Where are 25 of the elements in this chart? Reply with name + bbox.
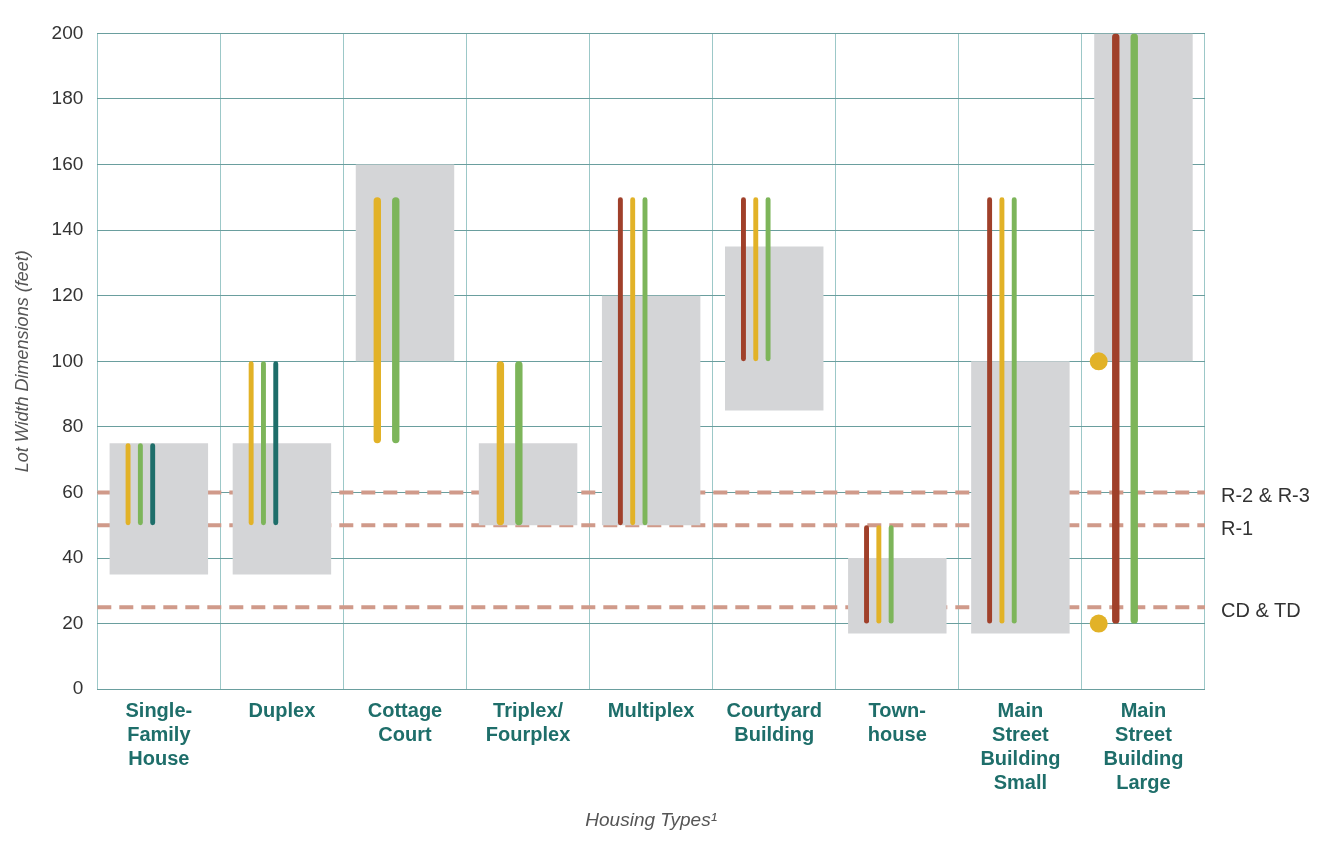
x-tick-label: Cottage Court bbox=[367, 698, 443, 745]
y-tick-label: 40 bbox=[62, 546, 84, 568]
y-tick-label: 160 bbox=[51, 152, 84, 174]
x-tick-label: Courtyard Building bbox=[726, 698, 823, 745]
y-tick-label: 100 bbox=[51, 349, 84, 371]
x-tick-label: Town- house bbox=[867, 698, 927, 745]
y-tick-label: 60 bbox=[62, 480, 84, 502]
y-tick-label: 140 bbox=[51, 218, 84, 240]
y-tick-label: 180 bbox=[51, 87, 84, 109]
ref-line-label: R-1 bbox=[1221, 516, 1254, 539]
y-tick-label: 80 bbox=[62, 415, 84, 437]
x-tick-label: Main Street Building Large bbox=[1103, 698, 1184, 793]
x-tick-label: Duplex bbox=[248, 698, 316, 721]
y-tick-label: 0 bbox=[72, 677, 84, 699]
y-tick-label: 200 bbox=[51, 21, 84, 43]
x-tick-label: Single- Family House bbox=[125, 698, 193, 769]
x-axis-title: Housing Types¹ bbox=[585, 808, 717, 830]
ref-line-label: R-2 & R-3 bbox=[1221, 483, 1310, 506]
x-tick-label: Triplex/ Fourplex bbox=[485, 698, 571, 745]
y-axis-title: Lot Width Dimensions (feet) bbox=[11, 250, 32, 473]
x-tick-label: Multiplex bbox=[607, 698, 695, 721]
y-tick-label: 120 bbox=[51, 283, 84, 305]
ref-line-label: CD & TD bbox=[1221, 598, 1301, 621]
y-tick-label: 20 bbox=[62, 611, 84, 633]
x-tick-label: Main Street Building Small bbox=[980, 698, 1061, 793]
